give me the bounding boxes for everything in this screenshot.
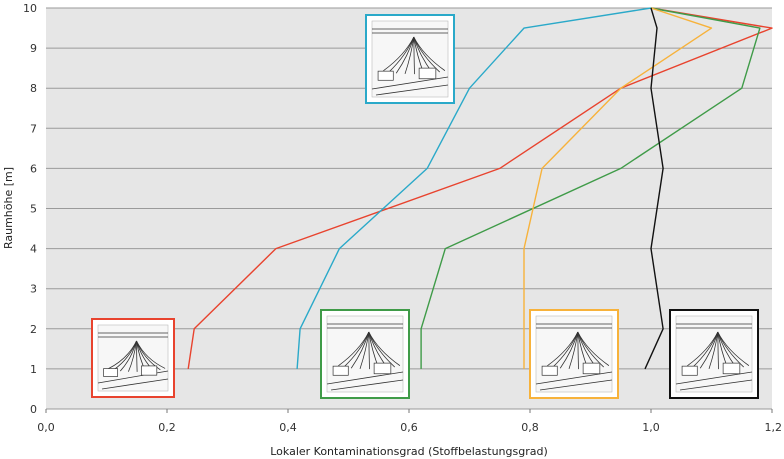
local-extraction-illustration [529,309,619,399]
y-tick-label: 1 [30,363,37,376]
series-lines [187,7,773,370]
x-axis-label: Lokaler Kontaminationsgrad (Stoffbelastu… [270,445,548,458]
ceiling-diffuser-illustration [365,14,455,104]
series-line-1 [187,7,773,370]
x-tick-label: 0,4 [279,421,297,434]
y-tick-label: 6 [30,162,37,175]
x-tick-label: 0,6 [400,421,418,434]
x-tick-label: 0,8 [521,421,539,434]
y-tick-label: 2 [30,323,37,336]
mixing-ventilation-illustration [320,309,410,399]
x-tick-label: 0,0 [37,421,55,434]
y-tick-label: 9 [30,42,37,55]
y-tick-label: 8 [30,82,37,95]
x-tick-label: 0,2 [158,421,176,434]
illustrations [91,14,759,399]
series-line-5 [644,7,664,370]
y-tick-label: 7 [30,122,37,135]
series-line-2 [296,7,652,369]
y-tick-label: 0 [30,403,37,416]
series-line-3 [420,7,761,369]
y-tick-label: 4 [30,243,37,256]
y-tick-label: 5 [30,203,37,216]
displacement-ventilation-illustration [91,318,175,398]
x-tick-label: 1,2 [765,421,783,434]
x-tick-label: 1,0 [642,421,660,434]
y-axis-label: Raumhöhe [m] [2,167,15,249]
y-tick-label: 3 [30,283,37,296]
series-line-4 [523,7,713,369]
y-tick-label: 10 [23,2,37,15]
swirl-diffuser-illustration [669,309,759,399]
tick-labels: 0 1 2 3 4 5 6 7 8 9 10 0,0 0,2 0,4 0,6 0,8 1,0 1,2 [23,2,782,434]
